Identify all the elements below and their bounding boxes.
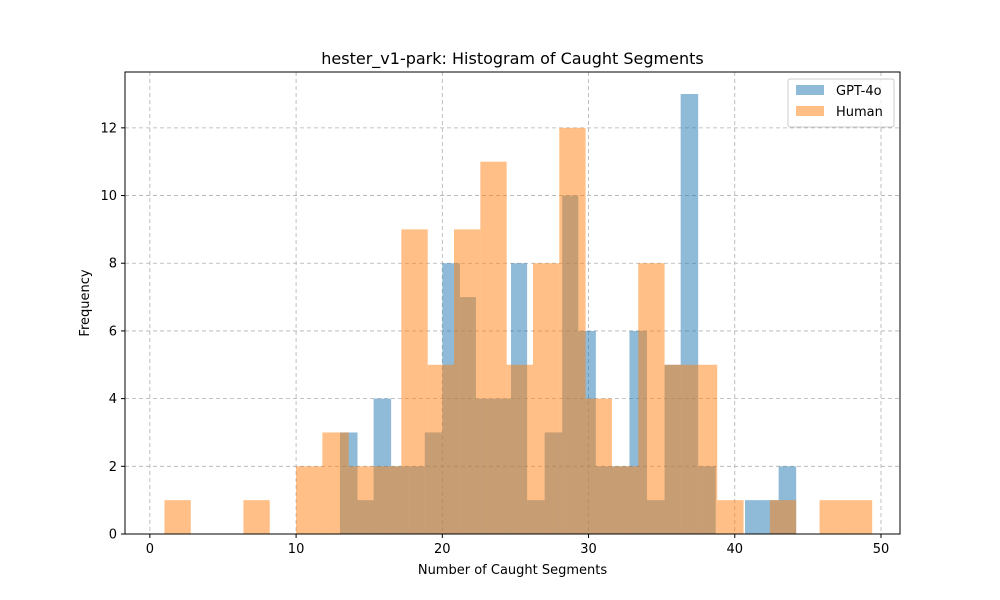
- bar-human: [164, 500, 191, 534]
- y-tick-label: 4: [109, 392, 117, 407]
- y-tick-label: 0: [109, 528, 117, 543]
- plot-frame: [124, 71, 901, 535]
- legend: GPT-4o Human: [787, 78, 895, 128]
- legend-swatch-gpt-4o: [796, 85, 824, 95]
- bar-human: [375, 466, 402, 534]
- x-tick-label: 0: [146, 542, 154, 557]
- bar-human: [819, 500, 846, 534]
- y-axis-label: Frequency: [78, 269, 93, 336]
- bar-human: [585, 398, 612, 534]
- legend-label-human: Human: [836, 105, 883, 120]
- legend-swatch-human: [796, 106, 824, 116]
- bar-human: [769, 500, 797, 534]
- chart-title: hester_v1-park: Histogram of Caught Segm…: [321, 49, 703, 69]
- bar-human: [845, 500, 873, 534]
- bar-human: [638, 263, 665, 534]
- bar-human: [427, 364, 455, 534]
- bar-human: [480, 161, 507, 534]
- bar-human: [717, 500, 744, 534]
- y-tick-label: 10: [100, 189, 117, 204]
- bar-human: [401, 229, 428, 534]
- x-tick-label: 50: [873, 542, 890, 557]
- bar-gpt-4o: [745, 500, 762, 534]
- bars: [164, 94, 873, 535]
- x-tick-label: 20: [434, 542, 451, 557]
- y-tick-label: 8: [109, 257, 117, 272]
- bar-human: [243, 500, 270, 534]
- y-tick-label: 2: [109, 460, 117, 475]
- bar-human: [559, 127, 586, 534]
- x-axis-label: Number of Caught Segments: [418, 563, 608, 578]
- bar-human: [506, 364, 533, 534]
- bar-human: [454, 229, 481, 534]
- bar-human: [664, 364, 691, 534]
- x-tick-label: 40: [726, 542, 743, 557]
- bar-human: [322, 432, 349, 534]
- bar-human: [296, 466, 323, 534]
- bar-human: [611, 466, 639, 534]
- y-tick-label: 6: [109, 324, 117, 339]
- bar-human: [348, 466, 376, 534]
- y-axis-ticks: 0 2 4 6 8 10 12: [100, 121, 125, 543]
- legend-label-gpt-4o: GPT-4o: [836, 84, 882, 99]
- x-tick-label: 30: [580, 542, 597, 557]
- x-tick-label: 10: [288, 542, 305, 557]
- bar-human: [690, 364, 718, 534]
- x-axis-ticks: 0 10 20 30 40 50: [146, 534, 890, 557]
- bar-human: [532, 263, 560, 534]
- y-tick-label: 12: [100, 121, 117, 136]
